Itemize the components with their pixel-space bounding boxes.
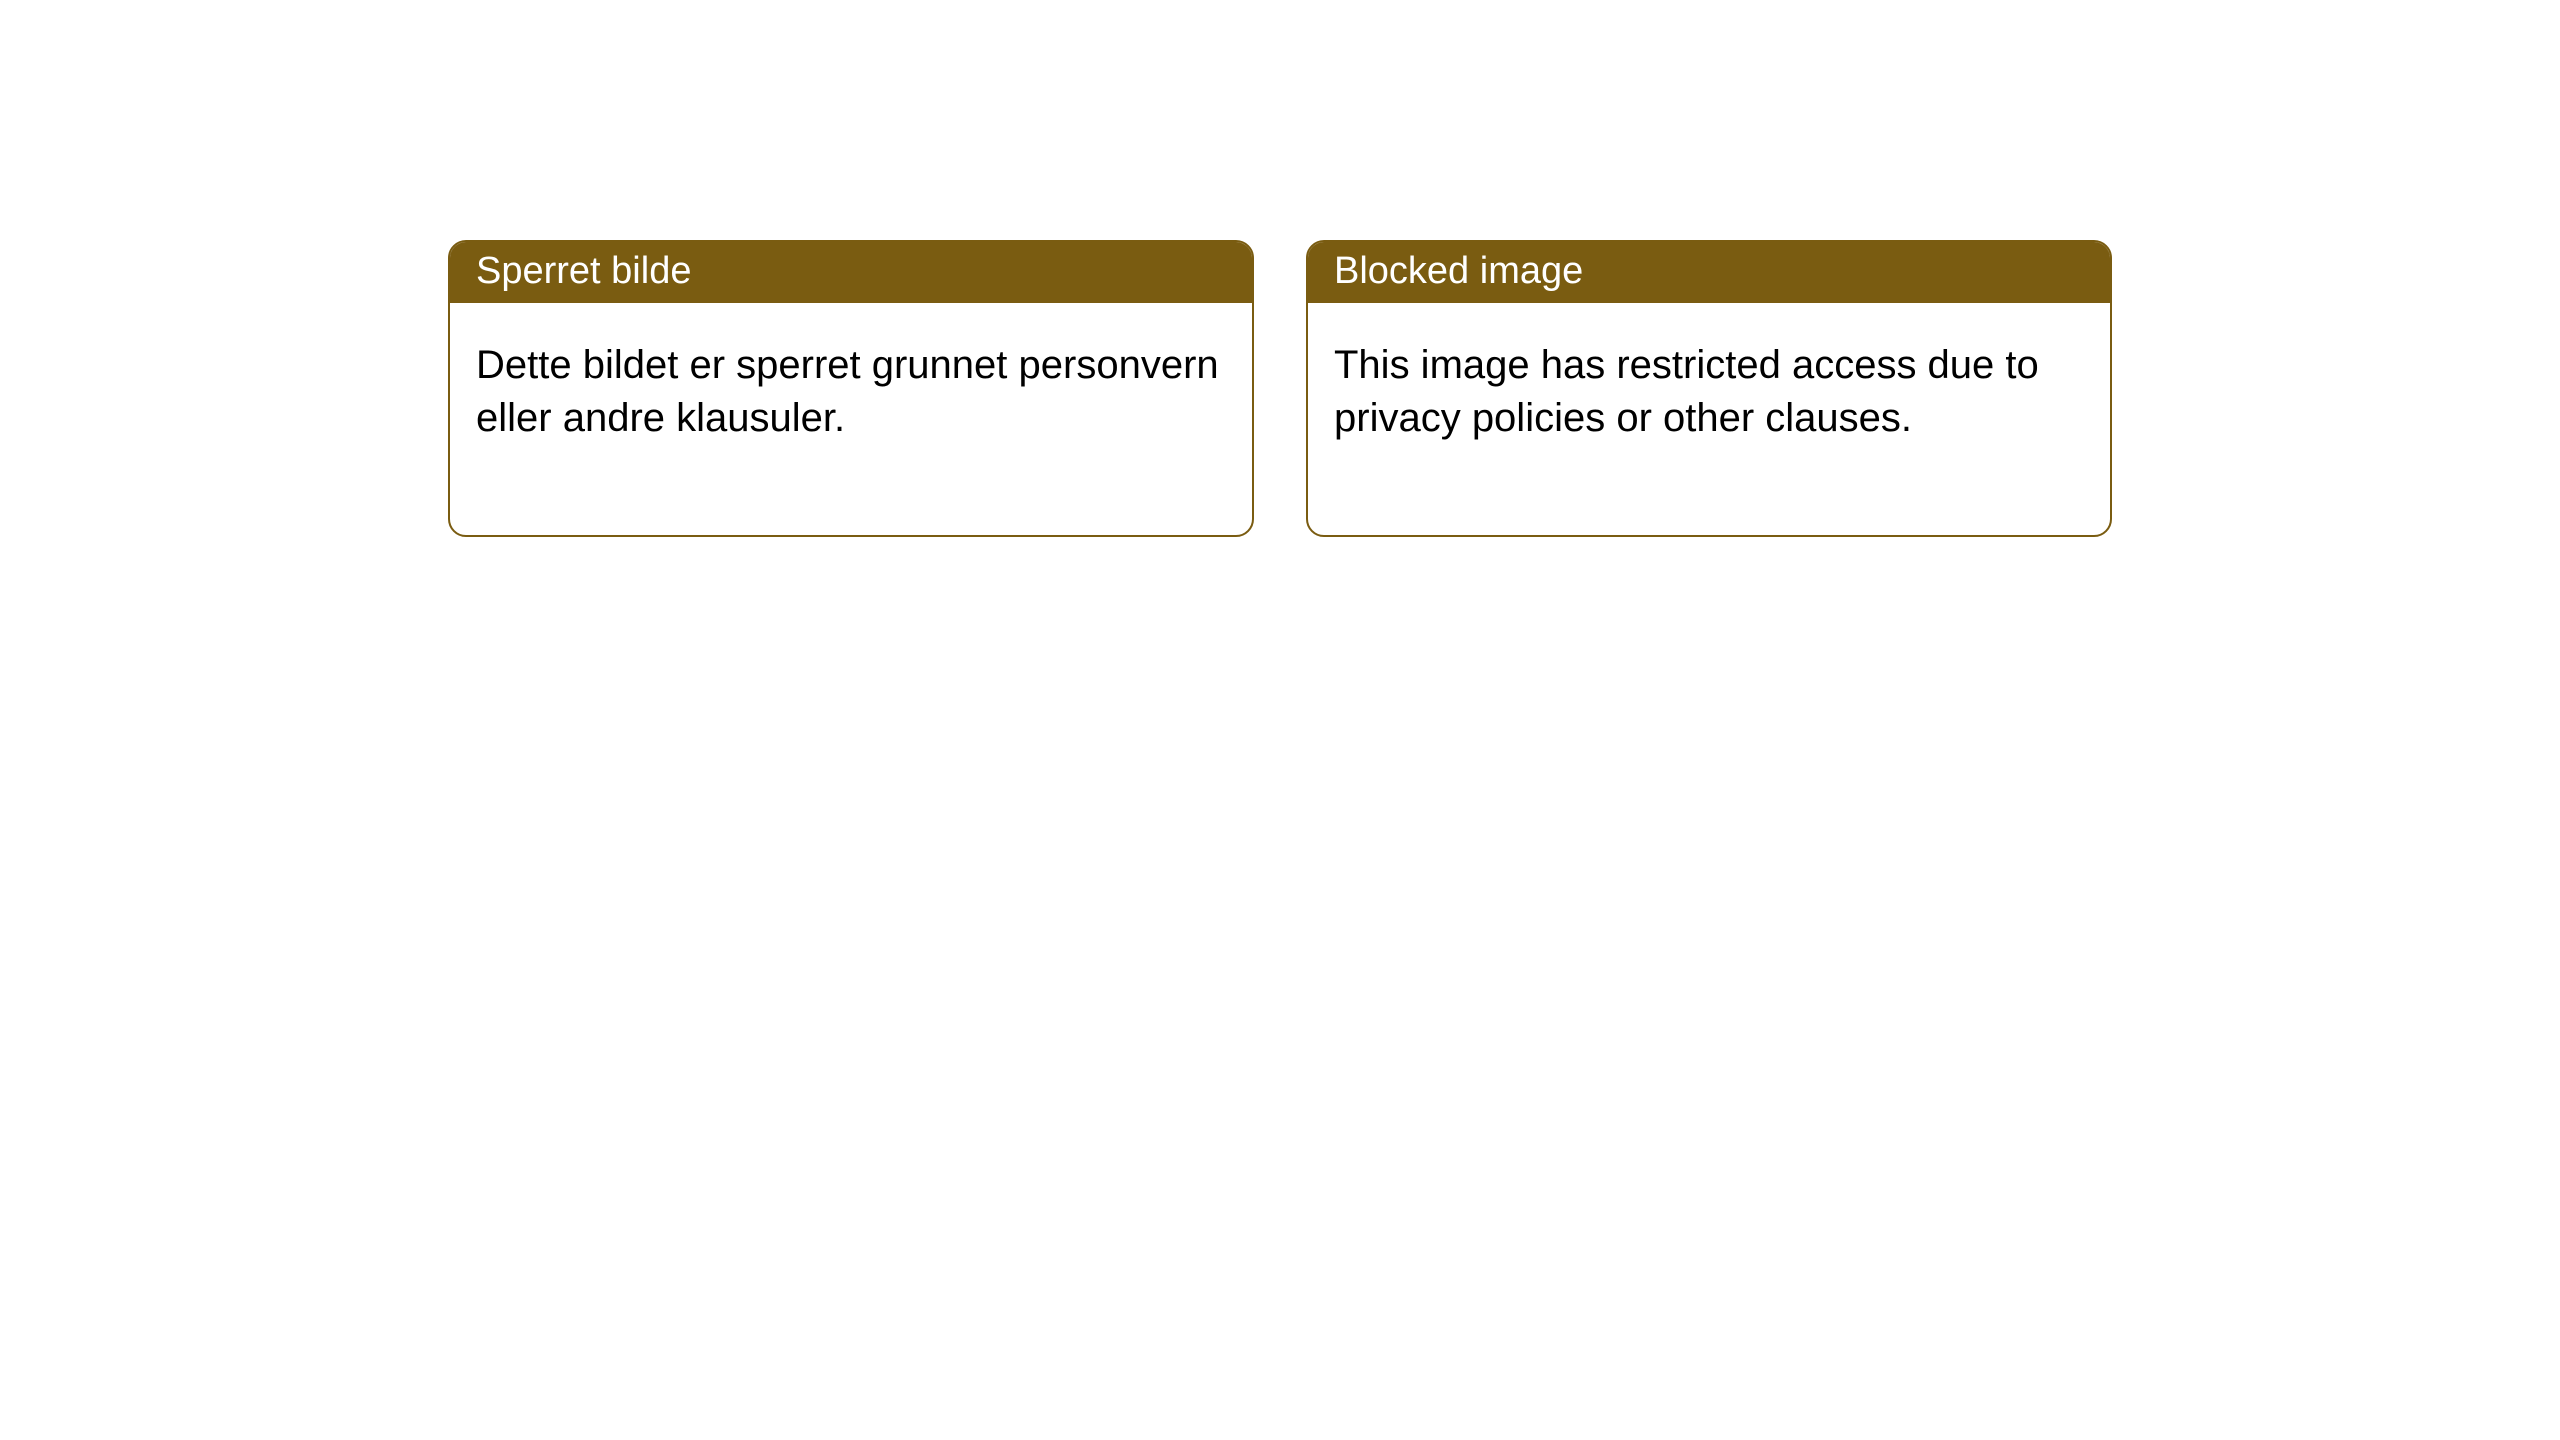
notice-card-norwegian: Sperret bilde Dette bildet er sperret gr… [448, 240, 1254, 537]
notice-card-english: Blocked image This image has restricted … [1306, 240, 2112, 537]
notice-body-text: This image has restricted access due to … [1334, 343, 2039, 440]
notice-title: Sperret bilde [476, 250, 691, 292]
notice-body: This image has restricted access due to … [1308, 303, 2110, 535]
notice-body-text: Dette bildet er sperret grunnet personve… [476, 343, 1219, 440]
notice-header: Sperret bilde [450, 242, 1252, 303]
notice-header: Blocked image [1308, 242, 2110, 303]
notice-title: Blocked image [1334, 250, 1583, 292]
notice-container: Sperret bilde Dette bildet er sperret gr… [0, 0, 2560, 537]
notice-body: Dette bildet er sperret grunnet personve… [450, 303, 1252, 535]
